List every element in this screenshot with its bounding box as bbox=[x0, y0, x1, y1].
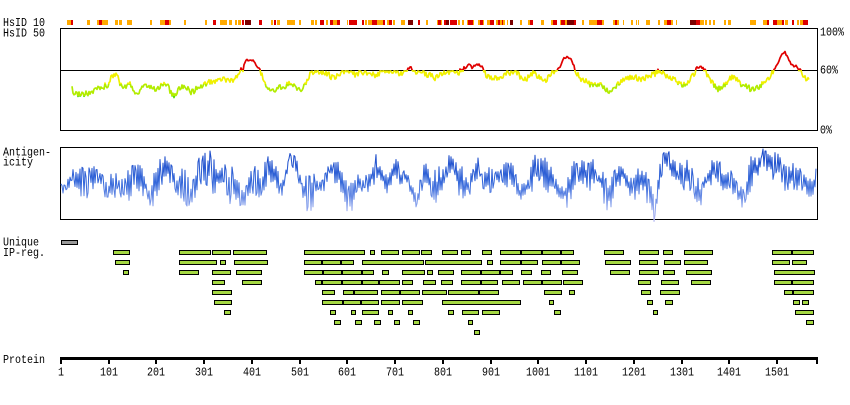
svg-text:Unique: Unique bbox=[3, 236, 39, 250]
svg-text:1501: 1501 bbox=[765, 366, 789, 380]
svg-text:601: 601 bbox=[338, 366, 356, 380]
svg-text:401: 401 bbox=[243, 366, 261, 380]
svg-text:60%: 60% bbox=[820, 64, 839, 78]
svg-text:HsID 50: HsID 50 bbox=[3, 27, 45, 41]
svg-text:0%: 0% bbox=[820, 124, 833, 138]
svg-text:1201: 1201 bbox=[622, 366, 646, 380]
svg-text:icity: icity bbox=[3, 156, 33, 170]
svg-text:901: 901 bbox=[482, 366, 500, 380]
svg-text:Antigen-: Antigen- bbox=[3, 146, 51, 160]
svg-text:301: 301 bbox=[195, 366, 213, 380]
svg-text:1001: 1001 bbox=[526, 366, 550, 380]
svg-text:1301: 1301 bbox=[670, 366, 694, 380]
svg-text:101: 101 bbox=[100, 366, 118, 380]
svg-text:701: 701 bbox=[386, 366, 404, 380]
svg-text:201: 201 bbox=[147, 366, 165, 380]
svg-text:1101: 1101 bbox=[574, 366, 598, 380]
svg-text:Protein: Protein bbox=[3, 353, 45, 367]
svg-text:100%: 100% bbox=[820, 26, 845, 40]
svg-text:IP-reg.: IP-reg. bbox=[3, 246, 45, 260]
svg-text:801: 801 bbox=[434, 366, 452, 380]
svg-text:1401: 1401 bbox=[717, 366, 741, 380]
svg-text:HsID 10: HsID 10 bbox=[3, 16, 45, 30]
svg-text:501: 501 bbox=[291, 366, 309, 380]
svg-text:1: 1 bbox=[58, 366, 64, 380]
